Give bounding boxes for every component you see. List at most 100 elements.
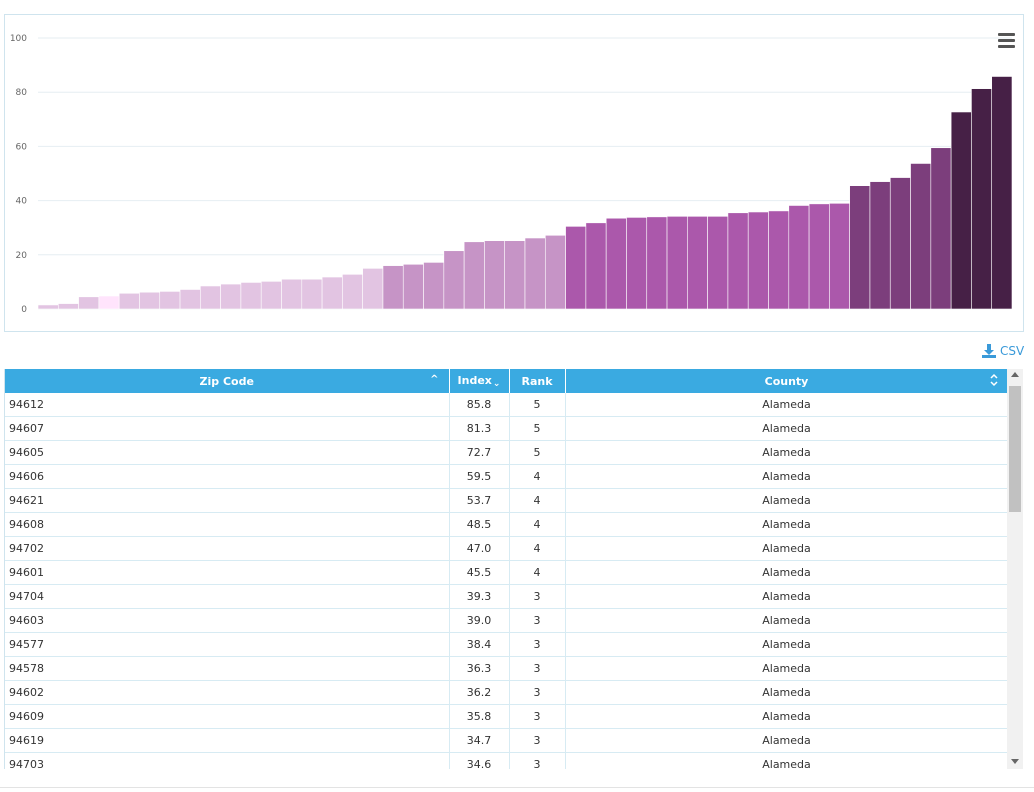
index-header-label: Index <box>457 373 492 387</box>
chart-container: 0 20 40 60 80 100 <box>4 14 1024 332</box>
table-row[interactable]: 94608 48.5 4 Alameda <box>5 512 1009 537</box>
chart-bar[interactable] <box>991 76 1013 310</box>
chart-bar[interactable] <box>747 211 769 310</box>
table-row[interactable]: 94577 38.4 3 Alameda <box>5 632 1009 657</box>
zip-code-cell: 94605 <box>5 440 450 465</box>
county-cell: Alameda <box>565 584 1009 609</box>
chart-bar[interactable] <box>869 181 891 310</box>
chart-bar[interactable] <box>362 268 384 310</box>
chart-bar[interactable] <box>829 203 850 310</box>
chart-bar[interactable] <box>646 216 668 310</box>
table-row[interactable]: 94619 34.7 3 Alameda <box>5 728 1009 753</box>
chart-bar[interactable] <box>626 217 648 310</box>
chart-bar[interactable] <box>808 203 830 310</box>
table-row[interactable]: 94603 39.0 3 Alameda <box>5 608 1009 633</box>
rank-cell: 4 <box>509 536 566 561</box>
chart-bar[interactable] <box>889 177 911 310</box>
rank-cell: 3 <box>509 728 566 753</box>
scroll-down-arrow-icon[interactable] <box>1011 759 1019 764</box>
chart-bar[interactable] <box>281 278 303 310</box>
chart-bar[interactable] <box>98 295 120 310</box>
csv-download-button[interactable]: CSV <box>982 342 1024 360</box>
table-row[interactable]: 94601 45.5 4 Alameda <box>5 560 1009 585</box>
rank-cell: 3 <box>509 584 566 609</box>
chart-bar[interactable] <box>220 283 242 310</box>
chart-bar[interactable] <box>605 217 627 310</box>
table-row[interactable]: 94612 85.8 5 Alameda <box>5 393 1009 417</box>
chart-bar[interactable] <box>585 222 607 310</box>
table-row[interactable]: 94578 36.3 3 Alameda <box>5 656 1009 681</box>
chart-bar[interactable] <box>342 274 363 310</box>
rank-header[interactable]: Rank <box>509 369 566 393</box>
chart-bar[interactable] <box>463 241 485 310</box>
table-row[interactable]: 94602 36.2 3 Alameda <box>5 680 1009 705</box>
chart-bar[interactable] <box>524 237 546 310</box>
chart-bar[interactable] <box>301 278 323 310</box>
chart-bar[interactable] <box>423 262 445 310</box>
chart-bar[interactable] <box>159 291 181 310</box>
chart-bar[interactable] <box>727 212 749 310</box>
county-cell: Alameda <box>565 512 1009 537</box>
chart-bar[interactable] <box>240 282 262 310</box>
table-row[interactable]: 94606 59.5 4 Alameda <box>5 464 1009 489</box>
zip-code-cell: 94606 <box>5 464 450 489</box>
chart-bar[interactable] <box>260 281 282 310</box>
chart-bar[interactable] <box>78 296 100 310</box>
chart-bar[interactable] <box>565 226 587 310</box>
hamburger-menu-icon[interactable] <box>995 30 1019 52</box>
county-header-label: County <box>764 374 809 388</box>
table-row[interactable]: 94607 81.3 5 Alameda <box>5 416 1009 441</box>
rank-cell: 4 <box>509 488 566 513</box>
index-cell: 59.5 <box>449 464 510 489</box>
table-scrollbar[interactable] <box>1007 369 1023 769</box>
chart-bar[interactable] <box>118 292 140 310</box>
chart-bar[interactable] <box>930 147 952 310</box>
zip-code-cell: 94609 <box>5 704 450 729</box>
chart-bar[interactable] <box>139 291 161 310</box>
table-row[interactable]: 94605 72.7 5 Alameda <box>5 440 1009 465</box>
scroll-up-arrow-icon[interactable] <box>1011 372 1019 377</box>
index-cell: 48.5 <box>449 512 510 537</box>
chart-bar[interactable] <box>37 304 59 310</box>
table-row[interactable]: 94702 47.0 4 Alameda <box>5 536 1009 561</box>
county-header[interactable]: County <box>565 369 1009 393</box>
chart-bar[interactable] <box>707 216 729 310</box>
chart-bar[interactable] <box>402 263 424 310</box>
county-cell: Alameda <box>565 728 1009 753</box>
sort-ascending-icon: ^ <box>430 374 439 385</box>
index-header[interactable]: Index⌄ <box>449 369 510 393</box>
chart-bar[interactable] <box>910 163 932 310</box>
chart-bar[interactable] <box>849 185 871 310</box>
index-cell: 36.2 <box>449 680 510 705</box>
zip-code-cell: 94612 <box>5 393 450 417</box>
bar-chart: 0 20 40 60 80 100 <box>10 34 1013 315</box>
chart-bar[interactable] <box>950 111 972 310</box>
county-cell: Alameda <box>565 440 1009 465</box>
table-row[interactable]: 94704 39.3 3 Alameda <box>5 584 1009 609</box>
chart-bar[interactable] <box>971 88 993 310</box>
chart-bar[interactable] <box>443 250 465 310</box>
index-cell: 81.3 <box>449 416 510 441</box>
zip-code-cell: 94607 <box>5 416 450 441</box>
chart-bar[interactable] <box>321 276 343 310</box>
chart-bar[interactable] <box>544 234 566 310</box>
table-row[interactable]: 94621 53.7 4 Alameda <box>5 488 1009 513</box>
index-cell: 39.3 <box>449 584 510 609</box>
scroll-thumb[interactable] <box>1009 386 1021 512</box>
chart-bar[interactable] <box>788 205 810 310</box>
y-tick-label: 20 <box>16 251 28 261</box>
chart-bar[interactable] <box>768 210 790 310</box>
chart-bar[interactable] <box>382 265 404 310</box>
zip-code-header[interactable]: Zip Code ^ <box>5 369 450 393</box>
chart-bar[interactable] <box>504 240 526 310</box>
chart-bar[interactable] <box>666 216 688 310</box>
chart-bar[interactable] <box>200 285 221 310</box>
chart-bar[interactable] <box>484 240 506 310</box>
table-row[interactable]: 94609 35.8 3 Alameda <box>5 704 1009 729</box>
rank-header-label: Rank <box>521 374 553 388</box>
zip-code-cell: 94601 <box>5 560 450 585</box>
chart-bar[interactable] <box>179 289 201 310</box>
chart-bar[interactable] <box>687 216 708 310</box>
table-row[interactable]: 94703 34.6 3 Alameda <box>5 752 1009 769</box>
chart-bar[interactable] <box>57 303 79 310</box>
